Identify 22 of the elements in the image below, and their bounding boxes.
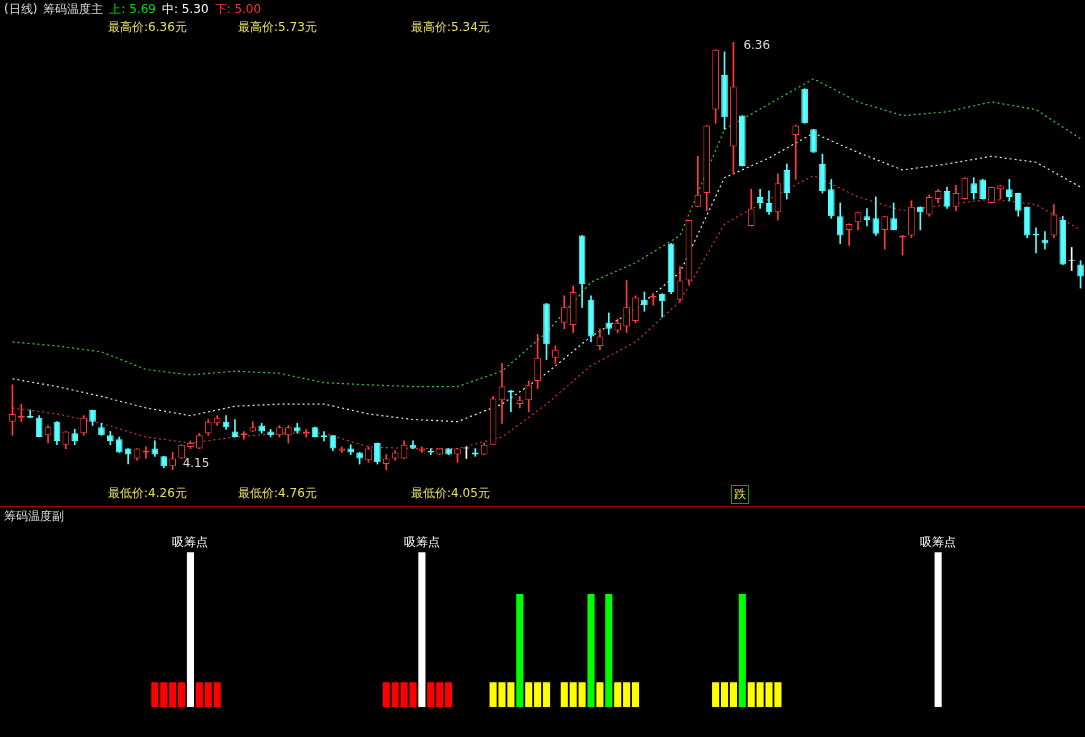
text: 下: 5.00 <box>214 2 262 16</box>
candlestick <box>792 125 800 180</box>
chart-title: 筹码温度主 <box>43 2 104 16</box>
chart-subtitle: (日线) <box>4 2 38 16</box>
candlestick <box>507 390 515 413</box>
chart-title: 筹码温度副 <box>4 509 64 523</box>
text: 上: 5.69 <box>109 2 156 16</box>
text: 吸筹点 <box>920 535 957 550</box>
text: 最高价:5.73元 <box>238 19 317 36</box>
annotation: 6.36 <box>743 38 771 53</box>
annotation: 4.15 <box>182 456 210 471</box>
text: 吸筹点 <box>172 535 209 550</box>
text: 最低价:4.05元 <box>411 485 490 502</box>
text: 最高价:5.34元 <box>411 19 490 36</box>
text: 跌 <box>730 485 749 504</box>
text: 中: 5.30 <box>161 2 209 16</box>
text: 吸筹点 <box>403 535 440 550</box>
candlestick <box>658 293 666 318</box>
candlestick <box>694 155 702 208</box>
text: 最高价:6.36元 <box>108 19 187 36</box>
text: 最低价:4.76元 <box>238 485 317 502</box>
text: 最低价:4.26元 <box>108 485 187 502</box>
